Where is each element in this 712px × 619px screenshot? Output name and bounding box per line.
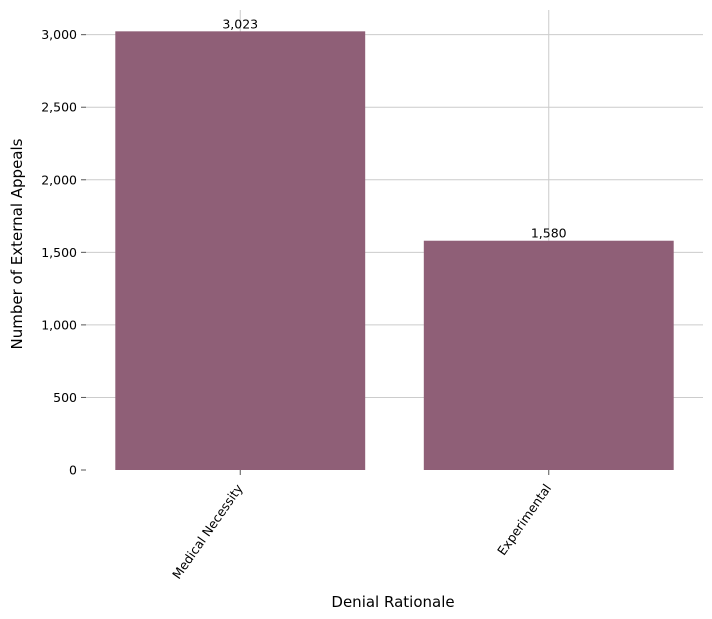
x-tick-label: Experimental [494, 481, 554, 558]
bar-layer: 3,023 1,580 [115, 16, 674, 470]
y-tick-label: 2,000 [41, 172, 77, 187]
y-tick-label: 500 [53, 390, 77, 405]
y-tick-label: 2,500 [41, 100, 77, 115]
x-axis-label: Denial Rationale [331, 593, 454, 611]
y-axis-ticks: 0 500 1,000 1,500 2,000 2,500 3,000 [41, 27, 86, 478]
bar-value-label: 1,580 [531, 226, 567, 241]
y-tick-label: 3,000 [41, 27, 77, 42]
x-axis-ticks: Medical Necessity Experimental [169, 470, 554, 582]
y-axis-label: Number of External Appeals [8, 138, 26, 349]
bar [115, 31, 366, 470]
y-tick-label: 1,500 [41, 245, 77, 260]
x-tick-label: Medical Necessity [169, 481, 246, 582]
y-tick-label: 0 [69, 463, 77, 478]
bar-value-label: 3,023 [222, 16, 258, 31]
y-tick-label: 1,000 [41, 317, 77, 332]
bar [423, 240, 674, 470]
